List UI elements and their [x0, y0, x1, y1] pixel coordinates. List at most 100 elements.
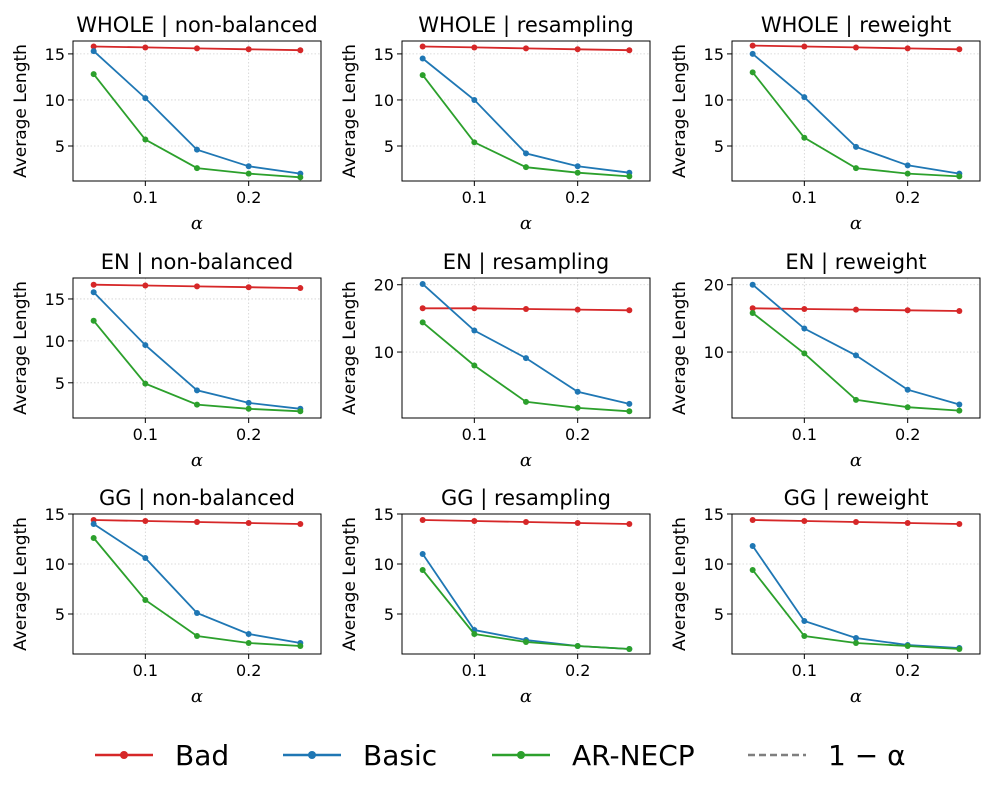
data-point-ar-necp	[142, 597, 149, 603]
data-point-bad	[801, 43, 808, 50]
data-point-ar-necp	[523, 164, 529, 171]
data-point-basic	[853, 352, 859, 359]
data-point-basic	[749, 543, 756, 549]
y-tick-label: 10	[374, 343, 394, 362]
data-point-basic	[142, 342, 149, 349]
x-axis-label: α	[191, 686, 203, 707]
y-tick-label: 5	[55, 374, 65, 393]
data-point-ar-necp	[245, 405, 252, 412]
subplot-title: EN | non-balanced	[101, 250, 293, 275]
data-point-bad	[297, 285, 304, 292]
series-line-basic	[751, 545, 960, 649]
y-tick-label: 10	[45, 91, 65, 110]
subplot-title: WHOLE | reweight	[761, 13, 951, 38]
y-tick-label: 10	[374, 91, 394, 110]
data-point-bad	[297, 521, 304, 527]
x-axis-label: α	[520, 213, 532, 234]
data-point-bad	[90, 43, 97, 50]
data-point-ar-necp	[471, 139, 478, 146]
data-point-bad	[471, 44, 478, 51]
series-line-ar-necp	[422, 321, 630, 413]
data-point-bad	[142, 44, 149, 51]
data-point-ar-necp	[142, 380, 149, 387]
series-line-basic	[752, 53, 960, 175]
subplot-3: 0.1 0.2 5 10 15 WHOLE | reweight α Average Leng…	[670, 13, 981, 234]
y-tick-label: 15	[45, 290, 65, 309]
data-point-basic	[419, 55, 426, 62]
data-point-basic	[245, 631, 252, 637]
y-tick-label: 20	[374, 276, 394, 295]
legend-item-2: Basic	[283, 739, 437, 772]
data-point-bad	[419, 517, 426, 523]
legend-label: AR-NECP	[572, 739, 695, 772]
data-point-bad	[194, 283, 200, 290]
data-point-ar-necp	[245, 170, 252, 177]
data-point-bad	[574, 520, 581, 526]
data-point-bad	[471, 518, 478, 524]
data-point-basic	[574, 163, 581, 170]
data-point-bad	[956, 521, 963, 527]
data-point-basic	[853, 143, 859, 150]
data-point-basic	[471, 96, 478, 103]
subplot-6: 0.1 0.2 10 20 EN | reweight α Average Length	[670, 250, 981, 471]
x-tick-label: 0.2	[895, 425, 920, 444]
data-point-ar-necp	[904, 404, 911, 411]
data-point-bad	[853, 44, 859, 51]
data-point-ar-necp	[801, 350, 808, 357]
series-line-ar-necp	[92, 73, 301, 179]
subplot-7: 0.1 0.2 5 10 15 GG | non-balanced α Average Len…	[11, 486, 322, 707]
subplot-1: 0.1 0.2 5 10 15 WHOLE | non-balanced α Average …	[11, 13, 322, 234]
y-tick-label: 5	[384, 605, 394, 624]
data-point-ar-necp	[194, 633, 200, 639]
data-point-basic	[801, 94, 808, 101]
series-line-basic	[421, 553, 630, 650]
y-tick-label: 15	[45, 45, 65, 64]
subplot-5: 0.1 0.2 10 20 EN | resampling α Average Length	[340, 250, 651, 471]
data-point-bad	[956, 46, 963, 53]
data-point-bad	[801, 518, 808, 524]
legend-label: Basic	[363, 739, 437, 772]
data-point-bad	[904, 45, 911, 52]
y-tick-label: 10	[45, 332, 65, 351]
data-point-ar-necp	[523, 398, 529, 405]
data-point-ar-necp	[90, 317, 97, 324]
data-point-ar-necp	[419, 72, 426, 79]
data-point-basic	[956, 401, 963, 408]
data-point-bad	[904, 520, 911, 526]
data-point-basic	[194, 610, 200, 616]
data-point-ar-necp	[194, 401, 200, 408]
data-point-bad	[523, 45, 529, 52]
data-point-bad	[297, 47, 304, 54]
data-point-bad	[574, 306, 581, 313]
data-point-ar-necp	[749, 69, 756, 76]
data-point-ar-necp	[626, 173, 633, 180]
x-tick-label: 0.1	[792, 425, 817, 444]
data-point-basic	[801, 325, 808, 332]
subplot-title: EN | resampling	[443, 250, 609, 275]
y-tick-label: 15	[704, 45, 724, 64]
data-point-ar-necp	[142, 136, 149, 143]
subplot-title: EN | reweight	[785, 250, 926, 275]
data-point-ar-necp	[904, 643, 911, 649]
data-point-basic	[419, 281, 426, 288]
data-point-basic	[194, 146, 200, 153]
data-point-ar-necp	[749, 310, 756, 316]
y-tick-label: 20	[704, 276, 724, 295]
data-point-ar-necp	[574, 169, 581, 176]
data-point-bad	[523, 519, 529, 525]
x-tick-label: 0.1	[462, 425, 487, 444]
subplot-title: GG | resampling	[441, 486, 611, 511]
y-tick-label: 10	[704, 343, 724, 362]
data-point-bad	[245, 46, 252, 53]
y-axis-label: Average Length	[11, 281, 31, 415]
legend-item-1: Bad	[95, 739, 229, 772]
data-point-bad	[853, 519, 859, 525]
y-tick-label: 10	[704, 91, 724, 110]
data-point-bad	[523, 305, 529, 312]
data-point-bad	[626, 521, 633, 527]
series-line-ar-necp	[751, 71, 960, 178]
subplot-title: WHOLE | resampling	[418, 13, 633, 38]
x-tick-label: 0.1	[133, 661, 158, 680]
x-tick-label: 0.2	[895, 188, 920, 207]
data-point-ar-necp	[574, 404, 581, 411]
